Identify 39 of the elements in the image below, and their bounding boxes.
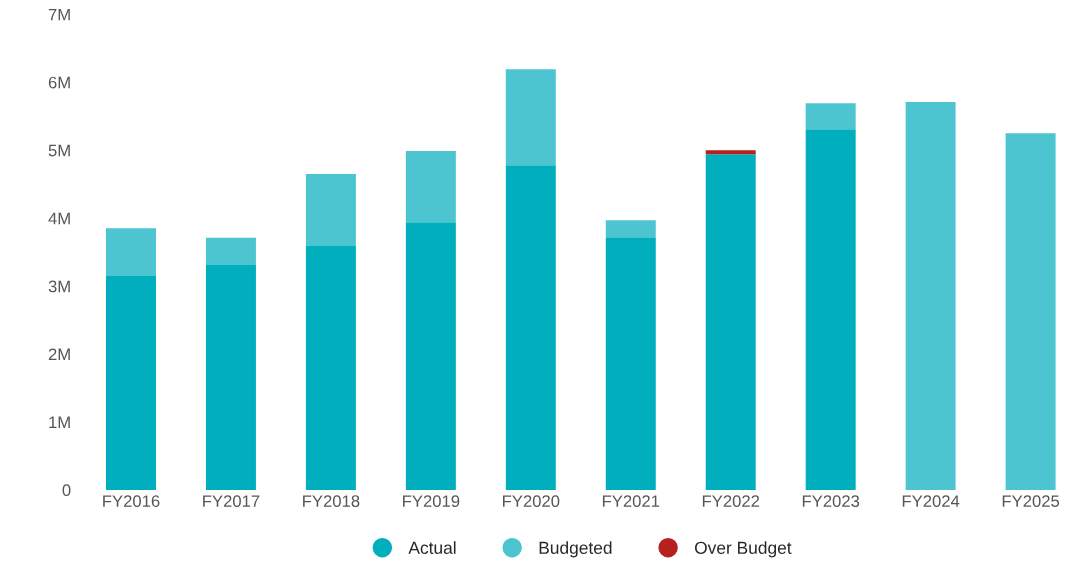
bar bbox=[106, 228, 156, 276]
bar bbox=[205, 265, 256, 490]
bar bbox=[605, 237, 656, 490]
y-tick-label: 0 bbox=[62, 484, 71, 497]
x-tick-label: FY2019 bbox=[403, 495, 460, 508]
y-tick-label: 7M bbox=[48, 8, 70, 21]
x-tick-label: FY2021 bbox=[602, 495, 660, 508]
bar bbox=[1005, 133, 1056, 490]
x-tick-label: FY2016 bbox=[103, 495, 160, 508]
bar bbox=[305, 173, 356, 247]
legend-label: Over Budget bbox=[694, 541, 792, 558]
x-tick-label: FY2018 bbox=[303, 495, 360, 508]
bar bbox=[705, 150, 756, 155]
bar bbox=[805, 129, 856, 490]
bar bbox=[405, 150, 456, 223]
y-tick-label: 4M bbox=[48, 212, 70, 225]
bar bbox=[405, 222, 456, 490]
y-tick-label: 5M bbox=[48, 144, 70, 157]
bar bbox=[505, 165, 556, 490]
bar bbox=[805, 103, 856, 130]
bar bbox=[305, 246, 356, 490]
legend-label: Budgeted bbox=[539, 541, 612, 558]
x-tick-label: FY2024 bbox=[902, 495, 960, 508]
bar bbox=[106, 275, 156, 490]
legend-label: Actual bbox=[408, 541, 456, 554]
bar bbox=[705, 154, 756, 490]
x-tick-label: FY2022 bbox=[702, 495, 760, 508]
y-tick-label: 6M bbox=[48, 76, 70, 89]
bar bbox=[505, 69, 556, 166]
bar bbox=[605, 220, 656, 238]
y-tick-label: 3M bbox=[48, 280, 70, 293]
x-tick-label: FY2025 bbox=[1002, 495, 1060, 508]
x-tick-label: FY2023 bbox=[802, 495, 860, 508]
bar bbox=[905, 101, 956, 490]
y-tick-label: 1M bbox=[49, 416, 70, 429]
x-tick-label: FY2017 bbox=[203, 495, 260, 508]
x-tick-label: FY2020 bbox=[503, 495, 560, 508]
bar bbox=[205, 237, 256, 266]
y-tick-label: 2M bbox=[48, 348, 70, 361]
